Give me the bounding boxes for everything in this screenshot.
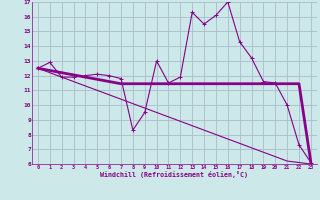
X-axis label: Windchill (Refroidissement éolien,°C): Windchill (Refroidissement éolien,°C)	[100, 171, 248, 178]
